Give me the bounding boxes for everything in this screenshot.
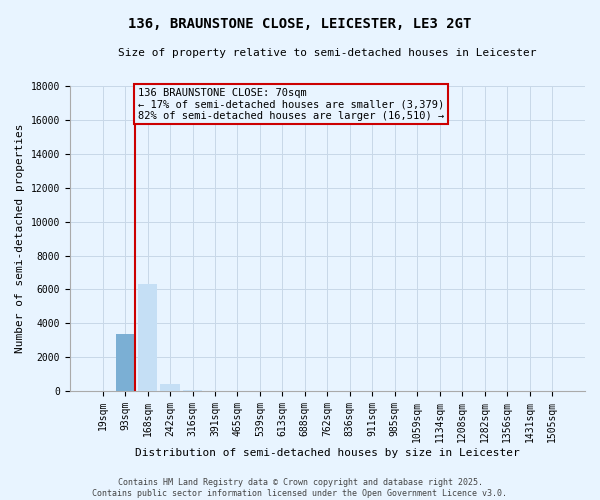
Title: Size of property relative to semi-detached houses in Leicester: Size of property relative to semi-detach…: [118, 48, 536, 58]
Text: Contains HM Land Registry data © Crown copyright and database right 2025.
Contai: Contains HM Land Registry data © Crown c…: [92, 478, 508, 498]
Bar: [93, 390, 112, 391]
X-axis label: Distribution of semi-detached houses by size in Leicester: Distribution of semi-detached houses by …: [135, 448, 520, 458]
Y-axis label: Number of semi-detached properties: Number of semi-detached properties: [15, 124, 25, 354]
Bar: [183, 390, 202, 391]
Text: 136 BRAUNSTONE CLOSE: 70sqm
← 17% of semi-detached houses are smaller (3,379)
82: 136 BRAUNSTONE CLOSE: 70sqm ← 17% of sem…: [138, 88, 444, 121]
Text: 136, BRAUNSTONE CLOSE, LEICESTER, LE3 2GT: 136, BRAUNSTONE CLOSE, LEICESTER, LE3 2G…: [128, 18, 472, 32]
Bar: [116, 334, 134, 391]
Bar: [160, 384, 179, 391]
Bar: [138, 284, 157, 391]
